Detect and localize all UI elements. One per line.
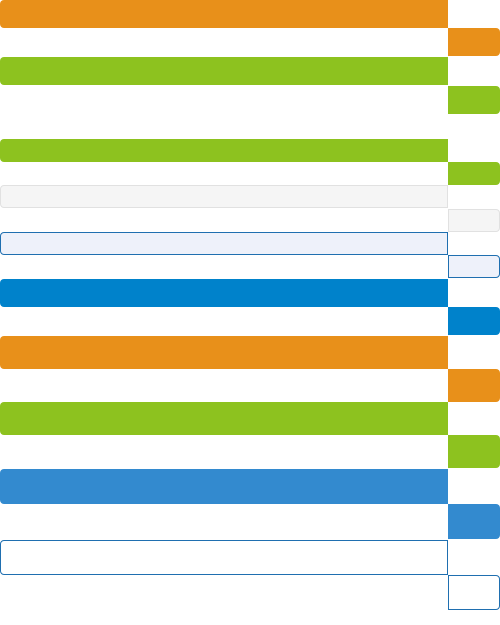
sky-blue-bar[interactable] <box>0 469 448 504</box>
blue-bar[interactable] <box>0 279 448 307</box>
blue-bar-offset-segment[interactable] <box>448 307 500 335</box>
orange-bar-1[interactable] <box>0 0 448 28</box>
orange-bar-2[interactable] <box>0 336 448 369</box>
green-bar-3[interactable] <box>0 402 448 435</box>
sky-blue-bar-offset-segment[interactable] <box>448 504 500 539</box>
light-gray-field-offset-segment[interactable] <box>448 209 500 232</box>
green-bar-3-offset-segment[interactable] <box>448 435 500 468</box>
orange-bar-2-offset-segment[interactable] <box>448 369 500 402</box>
light-blue-field-offset-segment[interactable] <box>448 255 500 278</box>
white-outlined-field-offset-segment[interactable] <box>448 575 500 610</box>
orange-bar-1-offset-segment[interactable] <box>448 28 500 56</box>
green-bar-2-offset-segment[interactable] <box>448 162 500 185</box>
light-blue-field[interactable] <box>0 232 448 255</box>
green-bar-2[interactable] <box>0 139 448 162</box>
green-bar-1[interactable] <box>0 57 448 85</box>
white-outlined-field[interactable] <box>0 540 448 575</box>
light-gray-field[interactable] <box>0 185 448 208</box>
green-bar-1-offset-segment[interactable] <box>448 86 500 114</box>
